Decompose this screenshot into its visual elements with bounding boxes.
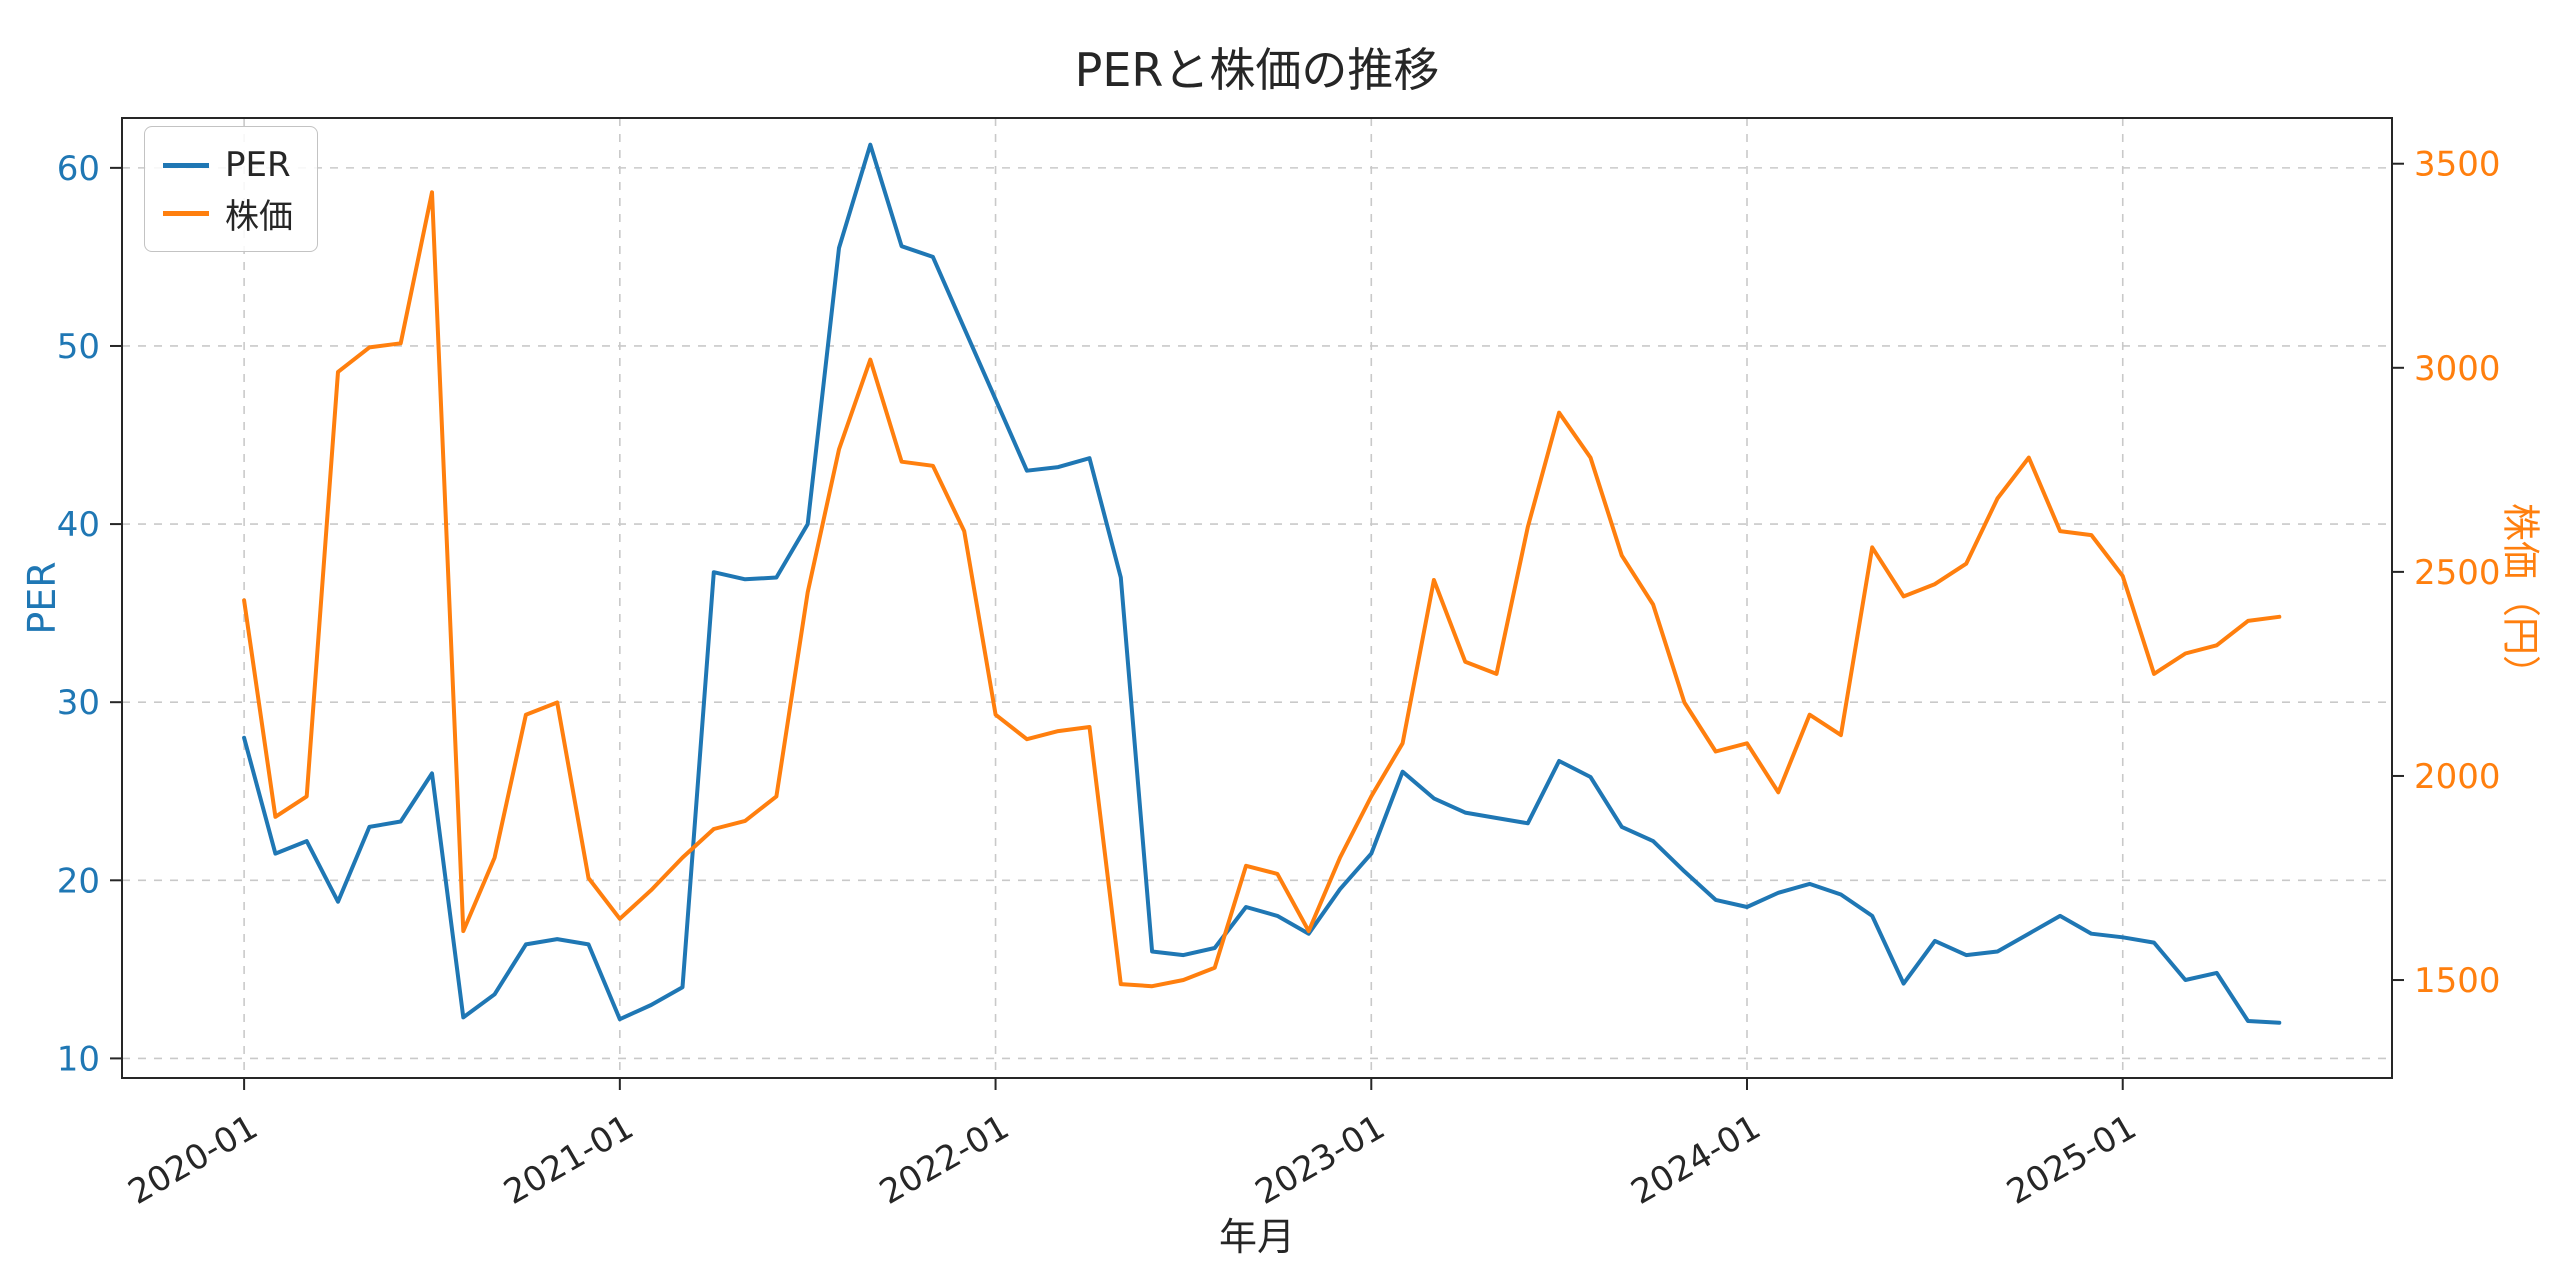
- x-tick-label: 2024-01: [1624, 1107, 1767, 1213]
- legend-item-stock-price: 株価: [163, 189, 293, 237]
- right-tick-label: 3000: [2414, 349, 2501, 389]
- x-tick-label: 2021-01: [497, 1107, 640, 1213]
- x-tick-label: 2022-01: [873, 1107, 1016, 1213]
- chart-title: PERと株価の推移: [1074, 43, 1440, 97]
- per-line: [242, 142, 2282, 1025]
- right-axis-label: 株価（円）: [2498, 502, 2543, 694]
- stock-price-line: [242, 190, 2282, 989]
- right-tick-label: 2000: [2414, 757, 2501, 797]
- legend-label-stock-price: 株価: [225, 196, 293, 237]
- left-tick-label: 20: [57, 861, 100, 901]
- legend-box: PER 株価: [144, 126, 318, 252]
- right-tick-label: 3500: [2414, 145, 2501, 185]
- right-tick-label: 1500: [2414, 961, 2501, 1001]
- legend-label-per: PER: [225, 145, 291, 185]
- per-line-swatch: [163, 162, 209, 168]
- left-tick-label: 60: [57, 149, 100, 189]
- x-axis-label: 年月: [1218, 1215, 1295, 1259]
- left-tick-label: 50: [57, 327, 100, 367]
- left-tick-label: 30: [57, 683, 100, 723]
- left-tick-label: 10: [57, 1039, 100, 1079]
- x-tick-label: 2025-01: [2000, 1107, 2143, 1213]
- x-tick-label: 2023-01: [1249, 1107, 1392, 1213]
- legend-item-per: PER: [163, 141, 293, 189]
- left-tick-label: 40: [57, 505, 100, 545]
- x-tick-label: 2020-01: [122, 1107, 265, 1213]
- left-axis-label: PER: [20, 561, 64, 635]
- right-tick-label: 2500: [2414, 553, 2501, 593]
- stock-price-line-swatch: [163, 210, 209, 216]
- plot-border: [121, 117, 2393, 1079]
